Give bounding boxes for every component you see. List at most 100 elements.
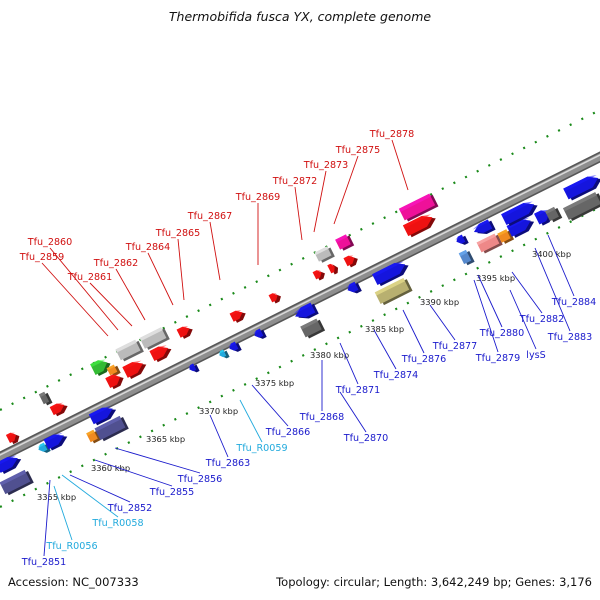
top-gene-tfu_2864-label: Tfu_2864 [125,242,171,253]
bottom-gene-tfu_2880-label: Tfu_2880 [479,328,525,339]
gene-bottom-25 [458,249,475,266]
gene-bottom-13 [300,318,326,339]
bottom-gene-tfu_2882-leader [511,271,543,314]
gene-top-1 [49,402,68,417]
gene-bottom-15 [372,261,409,287]
bottom-gene-tfu_2883-leader [534,247,571,332]
gene-bottom-18 [472,219,496,234]
top-gene-tfu_2864-leader [147,252,174,306]
gene-bottom-16 [374,278,413,306]
bottom-gene-tfu_r0056-leader [53,485,73,541]
gene-bottom-8 [188,363,200,373]
gene-top-3 [38,391,53,406]
gene-bottom-6 [94,415,129,442]
gene-bottom-21 [506,217,535,238]
gene-bottom-12 [293,302,319,319]
bottom-gene-tfu_2856-label: Tfu_2856 [177,474,223,485]
bottom-gene-tfu_2870-leader [339,391,367,433]
scale-label-10: 3400 kbp [532,249,571,259]
bottom-gene-tfu_2868-label: Tfu_2868 [299,412,345,423]
bottom-gene-tfu_2874-label: Tfu_2874 [373,370,419,381]
gene-top-13 [268,293,281,304]
bottom-gene-tfu_2879-label: Tfu_2879 [475,353,521,364]
bottom-gene-lyss-leader [509,289,537,350]
scale-label-6: 3380 kbp [310,350,349,360]
bottom-gene-tfu_2855-leader [94,459,173,487]
scale-label-4: 3370 kbp [199,406,238,416]
scale-label-5: 3375 kbp [255,378,294,388]
gene-bottom-4 [43,432,68,451]
top-gene-tfu_2872-label: Tfu_2872 [272,176,318,187]
top-gene-tfu_2867-leader [209,221,221,281]
top-gene-tfu_2861-leader [89,282,133,327]
top-gene-tfu_2860-leader [49,247,119,331]
bottom-gene-tfu_2877-leader [429,304,456,341]
gene-top-14 [312,270,325,281]
bottom-gene-tfu_2874-leader [373,329,397,370]
gene-top-18 [335,234,355,251]
bottom-gene-tfu_2877-label: Tfu_2877 [432,341,478,352]
bottom-gene-tfu_2880-leader [477,274,503,328]
top-gene-tfu_2869-label: Tfu_2869 [235,192,281,203]
gene-top-6 [105,374,124,390]
gene-top-9 [115,339,144,362]
bottom-gene-tfu_2863-leader [209,414,229,458]
bottom-gene-tfu_2882-label: Tfu_2882 [519,314,565,325]
gene-bottom-14 [346,281,362,294]
genome-title: Thermobifida fusca YX, complete genome [168,9,432,24]
top-gene-tfu_2875-label: Tfu_2875 [335,145,381,156]
gene-bottom-9 [218,349,230,359]
accession-label: Accession: NC_007333 [8,575,139,589]
tick-line-top [0,109,600,411]
bottom-gene-tfu_2879-leader [473,279,499,353]
bottom-gene-tfu_2855-label: Tfu_2855 [149,487,195,498]
gene-bottom-5 [86,429,102,444]
scale-label-9: 3395 kbp [476,273,515,283]
gene-bottom-2 [0,469,34,496]
gene-bottom-27 [562,192,600,221]
gene-bottom-10 [228,341,242,352]
bottom-gene-lyss-label: lysS [526,350,545,361]
gene-top-4 [90,359,111,377]
gene-bottom-17 [455,234,469,245]
bottom-gene-tfu_r0058-label: Tfu_R0058 [91,518,143,529]
gene-bottom-11 [253,328,267,339]
bottom-gene-tfu_2851-label: Tfu_2851 [21,557,67,568]
top-gene-tfu_2873-label: Tfu_2873 [303,160,349,171]
gene-top-12 [229,310,246,323]
top-gene-tfu_2875-leader [333,155,359,225]
gene-bottom-22 [501,201,538,227]
tick-line-bottom [0,206,600,508]
genome-backbone [0,153,600,461]
top-gene-tfu_2865-label: Tfu_2865 [155,228,201,239]
gene-top-15 [314,246,335,263]
gene-bottom-3 [37,442,51,453]
gene-bottom-19 [476,233,503,254]
genome-summary: Topology: circular; Length: 3,642,249 bp… [276,575,592,589]
bottom-gene-tfu_r0056-label: Tfu_R0056 [45,541,97,552]
gene-top-17 [343,255,358,268]
bottom-gene-tfu_r0059-leader [239,399,263,443]
bottom-gene-tfu_2870-label: Tfu_2870 [343,433,389,444]
scale-label-2: 3360 kbp [91,463,130,473]
bottom-gene-tfu_2851-leader [43,479,51,557]
top-gene-tfu_2862-label: Tfu_2862 [93,258,139,269]
bottom-gene-tfu_2876-label: Tfu_2876 [401,354,447,365]
top-gene-tfu_2878-label: Tfu_2878 [369,129,415,140]
top-gene-tfu_2873-leader [313,170,327,233]
top-gene-tfu_2867-label: Tfu_2867 [187,211,233,222]
gene-top-16 [327,263,339,275]
gene-bottom-7 [88,405,117,426]
bottom-gene-tfu_2866-leader [251,384,289,427]
gene-top-10 [139,327,170,350]
bottom-gene-tfu_2884-label: Tfu_2884 [551,297,597,308]
gene-top-7 [122,360,147,379]
gene-bottom-24 [545,206,563,223]
bottom-gene-tfu_2852-leader [69,474,131,503]
top-gene-tfu_2872-leader [294,186,303,241]
scale-label-8: 3390 kbp [420,297,459,307]
gene-bottom-1 [0,455,22,474]
bottom-gene-tfu_2871-leader [339,342,359,385]
top-gene-tfu_2859-label: Tfu_2859 [19,252,65,263]
